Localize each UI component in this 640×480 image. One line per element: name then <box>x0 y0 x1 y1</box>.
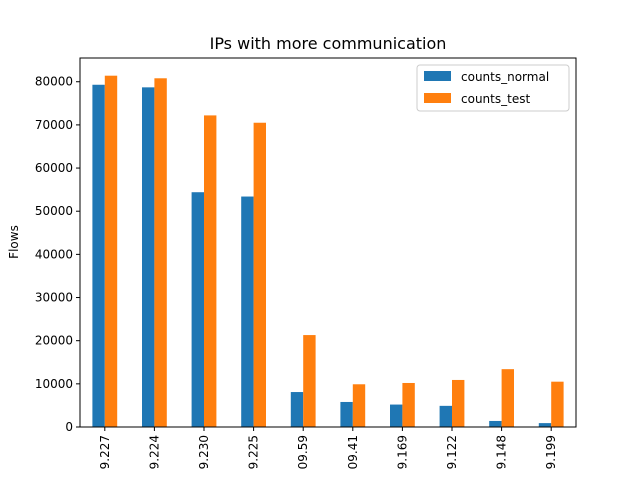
y-tick-label: 30000 <box>35 291 73 305</box>
x-axis: 9.227 9.224 9.230 9.225 09.59 09.41 9.169 9.122… <box>98 427 558 469</box>
bar-counts_test-9.224 <box>154 78 167 427</box>
y-tick-label: 50000 <box>35 204 73 218</box>
bar-counts_test-09.59 <box>303 335 316 427</box>
y-tick-label: 80000 <box>35 75 73 89</box>
x-tick-label: 9.225 <box>247 435 261 469</box>
legend: counts_normal counts_test <box>416 64 570 112</box>
bar-counts_test-9.122 <box>452 379 465 427</box>
y-axis: 0 10000 20000 30000 40000 50000 60000 70000 8000… <box>35 75 80 434</box>
x-tick-label: 9.199 <box>544 435 558 469</box>
bar-counts_normal-9.199 <box>538 423 552 427</box>
bar-counts_normal-9.227 <box>92 84 105 427</box>
x-tick-label: 9.230 <box>197 435 211 469</box>
plot-frame <box>79 57 577 428</box>
bar-counts_test-9.227 <box>104 75 118 428</box>
bar-counts_test-09.41 <box>352 384 366 427</box>
bar-counts_normal-9.225 <box>241 196 254 427</box>
bar-counts_test-9.199 <box>551 381 564 427</box>
x-tick-label: 9.227 <box>98 435 112 469</box>
y-tick-label: 60000 <box>35 161 73 175</box>
bar-counts_test-9.148 <box>501 369 514 427</box>
legend-label-counts_normal: counts_normal <box>461 70 549 84</box>
x-tick-label: 9.169 <box>395 435 409 469</box>
chart-title: IPs with more communication <box>210 34 447 53</box>
y-tick-label: 10000 <box>35 377 73 391</box>
y-tick-label: 40000 <box>35 247 73 261</box>
bar-counts_test-9.230 <box>204 115 217 428</box>
bar-counts_normal-9.122 <box>439 405 452 427</box>
legend-label-counts_test: counts_test <box>461 92 530 106</box>
bars-group <box>92 75 564 428</box>
bar-counts_test-9.169 <box>402 382 415 427</box>
y-tick-label: 70000 <box>35 118 73 132</box>
x-tick-label: 9.122 <box>445 435 459 469</box>
x-tick-label: 9.224 <box>147 435 161 469</box>
y-tick-label: 20000 <box>35 334 73 348</box>
bar-counts_normal-9.230 <box>191 192 204 427</box>
bar-counts_normal-9.169 <box>390 404 403 427</box>
y-tick-label: 0 <box>65 420 73 434</box>
x-tick-label: 09.41 <box>346 435 360 469</box>
bar-counts_normal-09.41 <box>340 401 353 427</box>
x-tick-label: 9.148 <box>495 435 509 469</box>
bar-counts_test-9.225 <box>253 122 266 427</box>
y-axis-label: Flows <box>7 225 21 259</box>
legend-box <box>416 64 570 112</box>
bar-counts_normal-9.148 <box>489 420 502 427</box>
legend-swatch-counts_test <box>424 93 451 103</box>
bar-counts_normal-9.224 <box>142 87 155 428</box>
bar-counts_normal-09.59 <box>290 392 304 427</box>
x-tick-label: 09.59 <box>296 435 310 469</box>
legend-swatch-counts_normal <box>424 71 451 81</box>
